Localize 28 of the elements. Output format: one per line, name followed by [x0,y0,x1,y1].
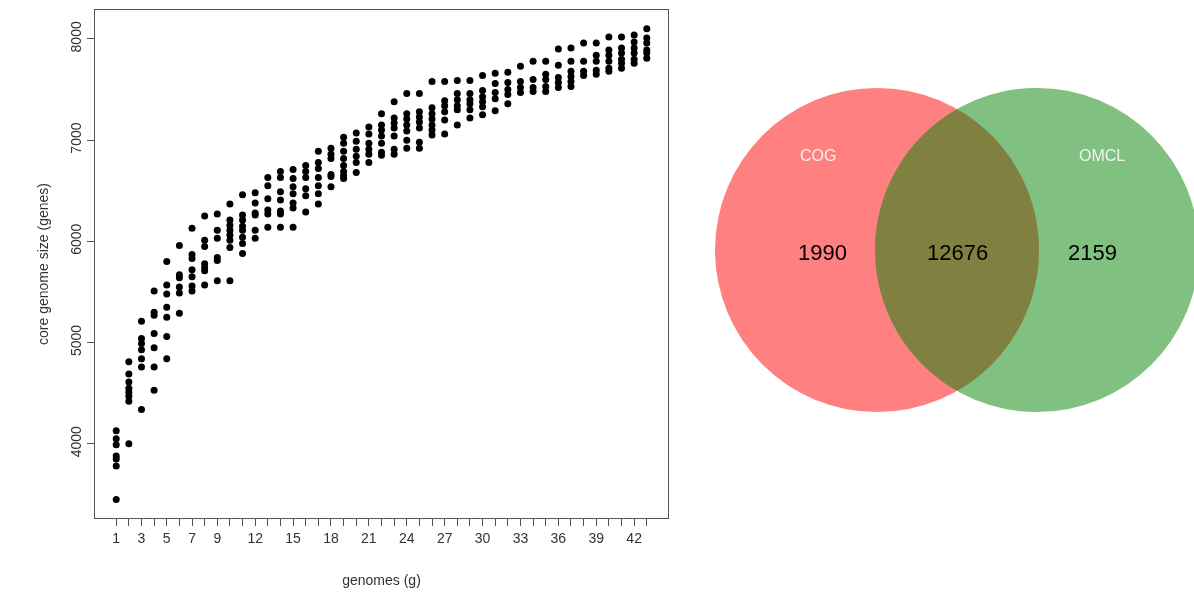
x-tick-label: 42 [626,529,643,546]
x-tick-label: 9 [213,529,222,546]
category-label: OMCL [1079,147,1126,164]
y-tick-label: 6000 [68,223,85,255]
x-tick-label: 27 [436,529,453,546]
y-tick-label: 5000 [68,324,85,357]
x-tick-label: 36 [550,529,567,546]
x-tick-label: 5 [162,529,171,546]
x-tick-label: 12 [247,529,264,546]
y-axis-title: core genome size (genes) [35,183,51,345]
category-label: COG [800,147,837,164]
x-tick-label: 30 [474,529,491,546]
x-tick-label: 3 [137,529,146,546]
x-tick-label: 18 [323,529,339,546]
x-tick-label: 24 [398,529,415,546]
data-label: 1990 [798,240,847,265]
x-tick-label: 7 [188,529,197,546]
x-tick-label: 15 [285,529,302,546]
y-tick-label: 7000 [68,122,85,154]
x-tick-label: 33 [512,529,529,546]
data-label: 12676 [927,240,989,265]
x-tick-label: 39 [588,529,605,546]
data-label: 2159 [1068,240,1117,265]
y-tick-label: 8000 [68,21,85,53]
x-axis-title: genomes (g) [342,572,421,589]
x-tick-label: 1 [112,529,121,546]
x-tick-label: 21 [361,529,377,546]
y-tick-label: 4000 [68,425,85,458]
